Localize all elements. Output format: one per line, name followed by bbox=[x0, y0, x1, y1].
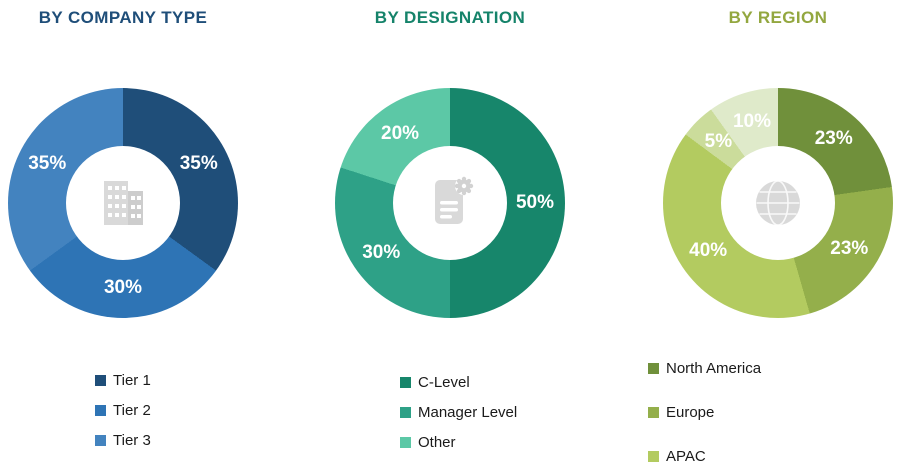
chart-title: BY COMPANY TYPE bbox=[38, 8, 208, 27]
segment-label: 10% bbox=[732, 111, 771, 133]
legend-item: Europe bbox=[648, 404, 761, 421]
company-type-donut: 35% 30% 35% bbox=[8, 88, 238, 318]
company-type-legend: Tier 1 Tier 2 Tier 3 bbox=[95, 372, 151, 462]
designation-legend: C-Level Manager Level Other bbox=[400, 374, 517, 464]
donut-hole bbox=[66, 146, 180, 260]
legend-item: Other bbox=[400, 434, 517, 451]
legend-label: Europe bbox=[666, 404, 715, 421]
legend-swatch bbox=[95, 375, 106, 386]
legend-swatch bbox=[95, 435, 106, 446]
legend-item: Manager Level bbox=[400, 404, 517, 421]
region-legend: North America Europe APAC bbox=[648, 360, 761, 466]
segment-label: 5% bbox=[704, 131, 733, 153]
legend-item: North America bbox=[648, 360, 761, 377]
legend-item: Tier 2 bbox=[95, 402, 151, 419]
segment-label: 30% bbox=[362, 241, 401, 263]
legend-label: North America bbox=[666, 360, 762, 377]
globe-icon bbox=[756, 180, 800, 226]
segment-label: 23% bbox=[830, 238, 869, 260]
legend-swatch bbox=[400, 437, 411, 448]
segment-label: 23% bbox=[814, 127, 853, 149]
region-donut: 23% 23% 40% 5% 10% bbox=[663, 88, 893, 318]
designation-donut: 50% 30% 20% bbox=[335, 88, 565, 318]
legend-item: Tier 3 bbox=[95, 432, 151, 449]
legend-label: Tier 1 bbox=[113, 372, 151, 389]
legend-item: C-Level bbox=[400, 374, 517, 391]
segment-label: 35% bbox=[179, 153, 218, 175]
donut-hole bbox=[393, 146, 507, 260]
segment-label: 40% bbox=[689, 240, 728, 262]
legend-swatch bbox=[400, 407, 411, 418]
legend-label: Manager Level bbox=[418, 404, 518, 421]
segment-label: 30% bbox=[103, 277, 143, 298]
legend-label: APAC bbox=[666, 448, 706, 465]
id-card-icon bbox=[435, 176, 474, 224]
legend-swatch bbox=[648, 407, 659, 418]
building-icon bbox=[104, 181, 143, 225]
donut-hole bbox=[721, 146, 835, 260]
legend-swatch bbox=[400, 377, 411, 388]
legend-swatch bbox=[648, 363, 659, 374]
chart-title: BY DESIGNATION bbox=[374, 8, 526, 27]
segment-label: 35% bbox=[28, 153, 67, 175]
chart-title: BY REGION bbox=[728, 8, 828, 27]
legend-swatch bbox=[95, 405, 106, 416]
legend-label: Tier 3 bbox=[113, 432, 151, 449]
legend-label: C-Level bbox=[418, 374, 470, 391]
legend-label: Tier 2 bbox=[113, 402, 151, 419]
legend-item: Tier 1 bbox=[95, 372, 151, 389]
legend-swatch bbox=[648, 451, 659, 462]
segment-label: 20% bbox=[381, 123, 420, 145]
legend-label: Other bbox=[418, 434, 456, 451]
segment-label: 50% bbox=[515, 192, 555, 213]
legend-item: APAC bbox=[648, 448, 761, 465]
